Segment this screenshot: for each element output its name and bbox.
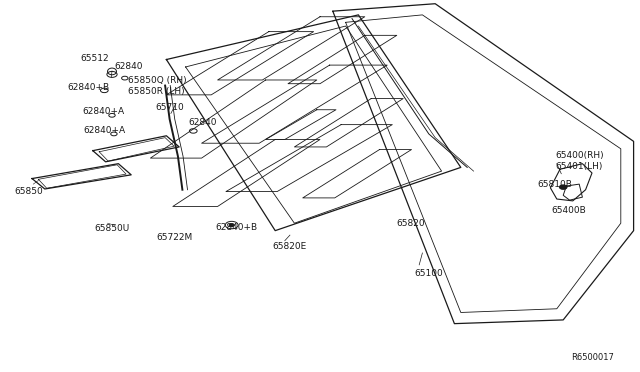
Text: 65512: 65512 [80, 54, 109, 63]
Text: 65400(RH)
65401(LH): 65400(RH) 65401(LH) [555, 151, 604, 171]
Text: 65820: 65820 [397, 219, 426, 228]
Text: 65710: 65710 [155, 103, 184, 112]
Text: 62840: 62840 [114, 62, 143, 71]
Text: 62840+A: 62840+A [83, 126, 125, 135]
Text: 65820E: 65820E [272, 242, 307, 251]
Text: 65850U: 65850U [95, 224, 130, 232]
Circle shape [559, 185, 567, 189]
Text: 65850: 65850 [14, 187, 43, 196]
Text: 65850Q (RH)
65850R (LH): 65850Q (RH) 65850R (LH) [128, 76, 187, 96]
Text: 65400B: 65400B [552, 206, 586, 215]
Text: 65810B: 65810B [538, 180, 572, 189]
Circle shape [229, 224, 234, 227]
Text: 62840+A: 62840+A [82, 107, 124, 116]
Text: 65722M: 65722M [156, 233, 193, 242]
Text: 65100: 65100 [415, 269, 444, 278]
Text: 62840+B: 62840+B [67, 83, 109, 92]
Text: R6500017: R6500017 [572, 353, 614, 362]
Text: 62840: 62840 [189, 118, 218, 126]
Text: 62840+B: 62840+B [216, 223, 258, 232]
